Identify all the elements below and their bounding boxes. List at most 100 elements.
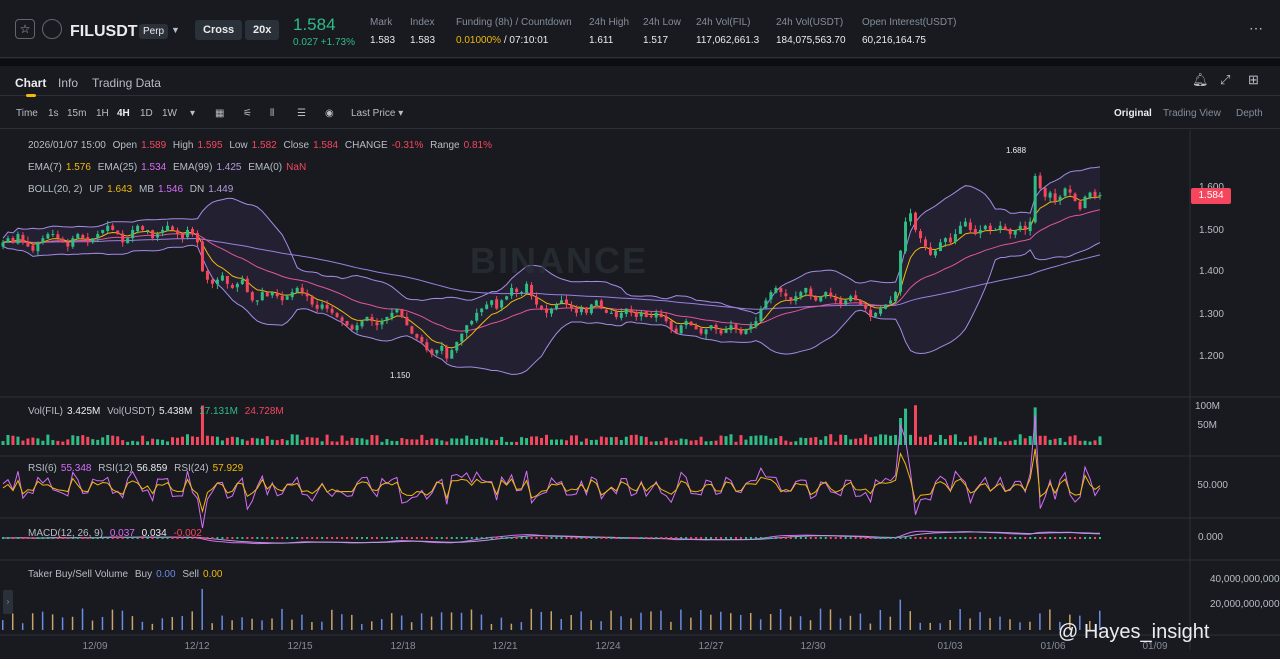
settings-icon[interactable]: ☰	[297, 108, 306, 119]
taker-bar	[590, 620, 592, 630]
leverage-button[interactable]: 20x	[245, 20, 280, 40]
view-depth[interactable]: Depth	[1236, 108, 1263, 119]
price-chart[interactable]	[0, 130, 1280, 659]
macd-hist-bar	[615, 537, 618, 539]
macd-hist-bar	[869, 537, 872, 539]
candle-body	[614, 311, 618, 317]
macd-hist-bar	[445, 537, 448, 539]
volume-bar	[948, 435, 952, 445]
collapse-panel-button[interactable]: ›	[3, 590, 13, 614]
candle-body	[325, 304, 329, 309]
ema99-label: EMA(99)	[172, 162, 213, 173]
more-icon[interactable]: ⋯	[1249, 20, 1263, 36]
rsi24-value: 57.929	[212, 463, 244, 474]
candle-body	[704, 329, 708, 335]
taker-bar	[281, 608, 283, 630]
candle-body	[425, 342, 429, 351]
symbol-name[interactable]: FILUSDT	[70, 23, 138, 40]
candle-body	[490, 300, 494, 305]
interval-time[interactable]: Time	[16, 108, 38, 119]
interval-1w[interactable]: 1W	[162, 108, 177, 119]
volume-bar	[540, 437, 544, 445]
candle-body	[629, 309, 633, 313]
taker-bar	[929, 622, 931, 630]
chart-type-icon[interactable]: ⫴	[270, 108, 275, 119]
candle-body	[809, 288, 813, 297]
macd-hist-bar	[655, 537, 658, 539]
candle-body	[375, 322, 379, 326]
macd-hist-bar	[744, 537, 747, 539]
tab-trading-data[interactable]: Trading Data	[92, 76, 161, 90]
ema7-value: 1.576	[65, 162, 91, 173]
interval-15m[interactable]: 15m	[67, 108, 87, 119]
candle-body	[370, 317, 374, 322]
volume-bar	[884, 434, 888, 445]
candle-body	[1078, 201, 1082, 210]
price-type-select[interactable]: Last Price ▾	[351, 108, 404, 119]
volume-bar	[694, 440, 698, 445]
compare-icon[interactable]: ◉	[325, 108, 334, 119]
taker-bar	[251, 618, 253, 630]
view-trading-view[interactable]: Trading View	[1163, 108, 1221, 119]
volume-bar	[176, 437, 180, 445]
stat-value: 117,062,661.3	[696, 35, 760, 46]
macd-hist-bar	[61, 537, 64, 539]
taker-bar	[789, 616, 792, 630]
macd-hist-bar	[540, 537, 543, 539]
tab-info[interactable]: Info	[58, 76, 79, 90]
candle-body	[126, 238, 130, 244]
tab-chart[interactable]: Chart	[15, 76, 47, 90]
star-icon[interactable]: ☆	[15, 19, 35, 39]
candle-body	[844, 300, 848, 305]
taker-bar	[261, 620, 263, 630]
taker-bar	[450, 612, 453, 630]
macd-hist-bar	[46, 537, 49, 539]
taker-bar	[739, 614, 742, 630]
volume-bar	[265, 436, 269, 445]
macd-hist-bar	[346, 537, 349, 539]
interval-1d[interactable]: 1D	[140, 108, 153, 119]
macd-hist-bar	[161, 537, 164, 539]
volume-bar	[1083, 440, 1087, 445]
candle-body	[480, 308, 484, 313]
credit-watermark: @ Hayes_insight	[1058, 621, 1209, 644]
macd-hist-bar	[440, 537, 443, 539]
taker-bar	[430, 616, 433, 630]
taker-bar	[620, 616, 622, 630]
macd-hist-bar	[251, 537, 254, 539]
indicators-icon[interactable]: ⚟	[243, 108, 252, 119]
candle-body	[714, 324, 718, 330]
volume-bar	[415, 439, 419, 445]
volume-bar	[285, 440, 289, 445]
interval-1s[interactable]: 1s	[48, 108, 59, 119]
view-original[interactable]: Original	[1114, 108, 1152, 119]
taker-bar	[1019, 622, 1021, 630]
candle-body	[31, 245, 35, 251]
grid-layout-icon[interactable]: ⊞	[1248, 72, 1259, 87]
macd-signal-line	[3, 531, 1101, 544]
taker-bar	[241, 617, 243, 630]
chevron-down-icon[interactable]: ▼	[171, 25, 180, 35]
interval-4h[interactable]: 4H	[117, 108, 130, 119]
candle-body	[734, 324, 738, 330]
active-tab-indicator	[26, 94, 36, 97]
alert-bell-icon[interactable]: 🔔︎	[1192, 72, 1209, 87]
volume-bar	[889, 435, 893, 445]
margin-mode-button[interactable]: Cross	[195, 20, 243, 40]
candle-body	[235, 283, 239, 288]
interval-dropdown-icon[interactable]: ▾	[190, 108, 196, 119]
candle-body	[136, 225, 140, 232]
volume-bar	[515, 441, 519, 445]
stat-value: 1.517	[643, 35, 669, 46]
volume-bar	[420, 434, 424, 445]
interval-1h[interactable]: 1H	[96, 108, 109, 119]
volume-bar	[250, 437, 254, 445]
macd-hist-bar	[495, 537, 498, 539]
volume-bar	[988, 438, 992, 445]
calendar-icon[interactable]: ▦	[215, 108, 225, 119]
fullscreen-icon[interactable]: ⤢	[1220, 72, 1231, 87]
volume-bar	[455, 438, 459, 445]
candle-body	[275, 292, 279, 297]
candle-body	[141, 226, 145, 230]
volume-bar	[500, 436, 504, 445]
